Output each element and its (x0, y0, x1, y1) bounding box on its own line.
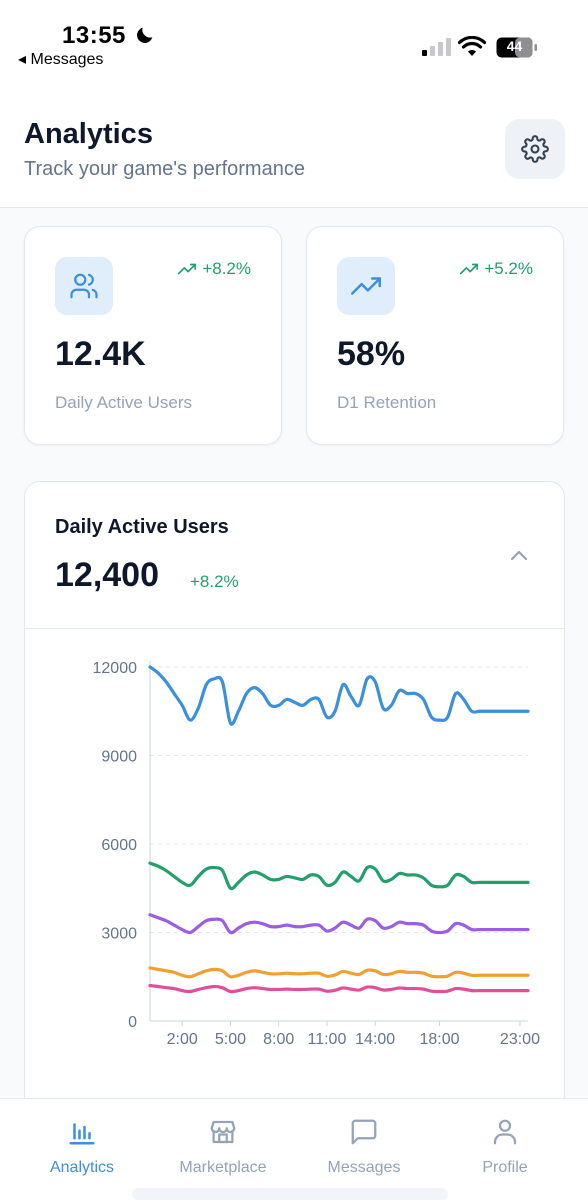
stat-label: D1 Retention (337, 393, 437, 412)
series-line-3 (148, 913, 530, 935)
series-line-2 (148, 861, 530, 891)
stat-value: 58% (337, 335, 406, 373)
series-line-1 (148, 665, 530, 726)
nav-item-profile[interactable]: Profile (445, 1117, 565, 1177)
stat-icon-container (55, 257, 113, 315)
back-to-messages-link[interactable]: ◂ Messages (18, 51, 104, 68)
stat-value: 12.4K (55, 335, 146, 373)
stat-change: +5.2% (460, 259, 533, 279)
x-tick-label: 11:00 (308, 1031, 347, 1048)
dau-chart-card: Daily Active Users 12,400 +8.2% 0 3000 600… (24, 481, 565, 1121)
chart-title: Daily Active Users (55, 516, 229, 538)
nav-label: Analytics (49, 1159, 115, 1176)
page-title: Analytics (24, 118, 153, 150)
user-icon (493, 1119, 517, 1145)
stat-icon-container (337, 257, 395, 315)
chart-total-value: 12,400 (55, 556, 159, 594)
chevron-up-icon[interactable] (507, 544, 531, 568)
stat-change: +8.2% (178, 259, 251, 279)
x-tick-label: 8:00 (263, 1031, 294, 1048)
message-icon (351, 1119, 377, 1145)
chart-change: +8.2% (190, 572, 239, 591)
stat-card-retention[interactable]: +5.2% 58% D1 Retention (306, 226, 564, 445)
nav-label: Profile (482, 1159, 528, 1176)
trending-up-icon (178, 263, 197, 275)
page-subtitle: Track your game's performance (24, 158, 305, 180)
battery-icon: 44 (496, 37, 538, 58)
series-line-4 (148, 966, 530, 979)
stat-change-value: +8.2% (202, 259, 251, 278)
back-link-label: Messages (30, 51, 104, 68)
moon-icon (137, 27, 153, 43)
nav-item-messages[interactable]: Messages (304, 1117, 424, 1177)
trending-up-icon (460, 263, 479, 275)
stat-card-dau[interactable]: +8.2% 12.4K Daily Active Users (24, 226, 282, 445)
battery-level: 44 (506, 38, 523, 54)
y-tick-label: 12000 (93, 660, 138, 677)
line-chart: 0 3000 6000 9000 12000 2:00 5:00 8:00 11:00 14:00… (93, 660, 541, 1048)
signal-icon (422, 38, 451, 56)
nav-item-marketplace[interactable]: Marketplace (163, 1117, 283, 1177)
x-tick-label: 18:00 (420, 1031, 460, 1048)
status-time: 13:55 (62, 22, 126, 49)
bottom-nav: Analytics Marketplace Messages Profile (0, 1098, 588, 1200)
bar-chart-icon (69, 1123, 95, 1145)
store-icon (210, 1120, 236, 1144)
y-tick-label: 3000 (101, 926, 137, 943)
chart-card-header[interactable]: Daily Active Users 12,400 +8.2% (25, 482, 564, 629)
series-line-5 (148, 984, 530, 994)
stat-label: Daily Active Users (55, 393, 192, 412)
nav-label: Messages (327, 1159, 401, 1176)
gear-icon (521, 135, 549, 163)
users-icon (70, 273, 98, 299)
y-tick-label: 9000 (101, 749, 137, 766)
x-tick-label: 5:00 (215, 1031, 246, 1048)
page-header: Analytics Track your game's performance (0, 80, 588, 208)
nav-item-analytics[interactable]: Analytics (22, 1117, 142, 1177)
trending-up-icon (351, 277, 381, 295)
x-tick-label: 23:00 (500, 1031, 540, 1048)
y-tick-label: 6000 (101, 837, 137, 854)
nav-label: Marketplace (179, 1159, 267, 1176)
y-tick-label: 0 (128, 1014, 137, 1031)
x-tick-label: 14:00 (355, 1031, 395, 1048)
home-indicator (132, 1188, 448, 1200)
settings-button[interactable] (505, 119, 565, 179)
x-tick-label: 2:00 (167, 1031, 198, 1048)
status-bar: 13:55 ◂ Messages 44 (0, 0, 588, 80)
stat-change-value: +5.2% (484, 259, 533, 278)
wifi-icon (458, 36, 486, 56)
